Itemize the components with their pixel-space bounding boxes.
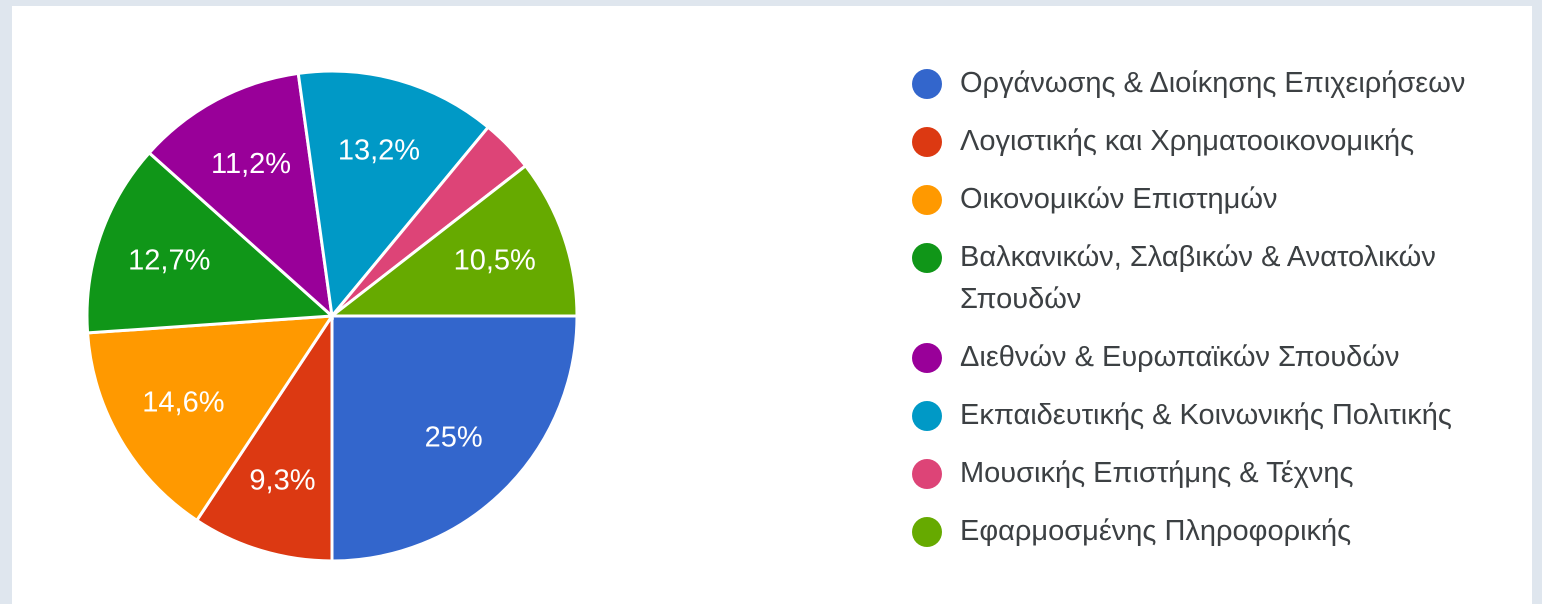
pie-slice bbox=[85, 314, 335, 523]
legend-item: Εκπαιδευτικής & Κοινωνικής Πολιτικής bbox=[912, 394, 1532, 436]
legend-item: Διεθνών & Ευρωπαϊκών Σπουδών bbox=[912, 336, 1532, 378]
pie-chart: 25% 9,3% 14,6% 12,7% 11,2% 13,2% 10,5% bbox=[82, 56, 582, 576]
legend-color-dot bbox=[912, 185, 942, 215]
slice-value-label: 14,6% bbox=[142, 387, 224, 419]
legend-label: Μουσικής Επιστήμης & Τέχνης bbox=[960, 457, 1354, 489]
legend-color-dot bbox=[912, 401, 942, 431]
slice-value-label: 13,2% bbox=[338, 135, 420, 167]
slice-value-label: 9,3% bbox=[249, 465, 315, 497]
legend-color-dot bbox=[912, 243, 942, 273]
legend-label: Εκπαιδευτικής & Κοινωνικής Πολιτικής bbox=[960, 399, 1452, 431]
legend-color-dot bbox=[912, 459, 942, 489]
pie-slice bbox=[85, 150, 336, 335]
legend-color-dot bbox=[912, 127, 942, 157]
legend-color-dot bbox=[912, 69, 942, 99]
legend-item: Οργάνωσης & Διοίκησης Επιχειρήσεων bbox=[912, 62, 1532, 104]
legend-item: Βαλκανικών, Σλαβικών & Ανατολικών Σπουδώ… bbox=[912, 236, 1532, 320]
legend-item: Μουσικής Επιστήμης & Τέχνης bbox=[912, 452, 1532, 494]
legend-label: Λογιστικής και Χρηματοοικονομικής bbox=[960, 125, 1415, 157]
legend-color-dot bbox=[912, 517, 942, 547]
legend-label: Οργάνωσης & Διοίκησης Επιχειρήσεων bbox=[960, 67, 1466, 99]
slice-value-label: 11,2% bbox=[211, 148, 291, 180]
pie-slice bbox=[330, 314, 579, 563]
legend-label: Οικονομικών Επιστημών bbox=[960, 183, 1278, 215]
slice-value-label: 12,7% bbox=[128, 244, 210, 276]
chart-legend: Οργάνωσης & Διοίκησης Επιχειρήσεων Λογιστ… bbox=[912, 62, 1532, 568]
legend-item: Οικονομικών Επιστημών bbox=[912, 178, 1532, 220]
pie-slice bbox=[194, 311, 334, 563]
legend-label: Βαλκανικών, Σλαβικών & Ανατολικών Σπουδώ… bbox=[960, 241, 1436, 315]
pie-slice bbox=[327, 163, 579, 318]
slice-value-label: 10,5% bbox=[454, 244, 536, 276]
pie-chart-svg: 25% 9,3% 14,6% 12,7% 11,2% 13,2% 10,5% bbox=[85, 69, 579, 563]
chart-panel: 25% 9,3% 14,6% 12,7% 11,2% 13,2% 10,5% Οργάνωσ… bbox=[12, 6, 1532, 604]
legend-item: Λογιστικής και Χρηματοοικονομικής bbox=[912, 120, 1532, 162]
legend-color-dot bbox=[912, 343, 942, 373]
pie-slice bbox=[296, 69, 491, 320]
pie-slice bbox=[147, 71, 335, 320]
slice-value-label: 25% bbox=[425, 422, 483, 454]
legend-label: Διεθνών & Ευρωπαϊκών Σπουδών bbox=[960, 341, 1400, 373]
legend-label: Εφαρμοσμένης Πληροφορικής bbox=[960, 515, 1352, 547]
legend-item: Εφαρμοσμένης Πληροφορικής bbox=[912, 510, 1532, 552]
